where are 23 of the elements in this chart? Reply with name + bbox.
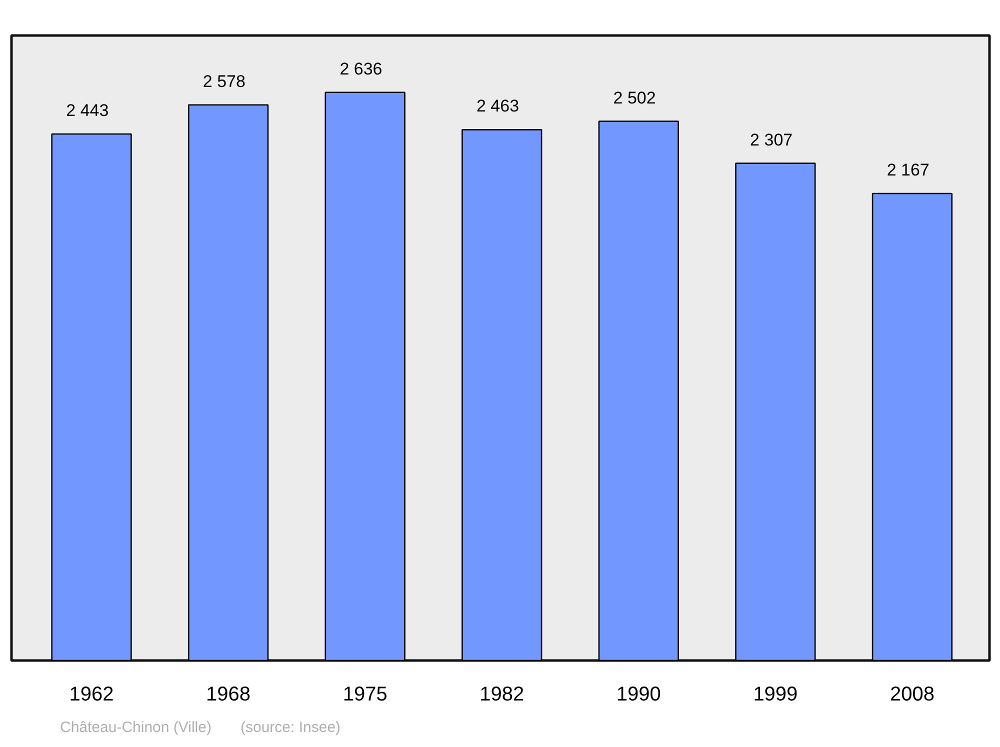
x-tick-label: 1975 [342,684,388,706]
x-tick-label: 1999 [753,684,798,706]
bar [188,104,269,660]
x-tick-label: 1990 [616,684,661,706]
x-tick-label: 1968 [206,684,251,706]
x-tick-label: 2008 [890,684,934,706]
data-label: 2 307 [750,130,793,150]
bar [462,129,542,660]
bar [324,92,406,660]
data-label: 2 167 [886,160,930,180]
data-label: 2 578 [202,72,246,91]
bar [735,162,816,660]
x-tick-label: 1962 [69,684,114,706]
data-label: 2 463 [476,96,520,116]
text: Château-Chinon (Ville) [60,718,212,738]
data-label: 2 502 [613,88,656,108]
bar [598,120,679,660]
bar [872,192,953,660]
data-label: 2 636 [340,59,382,78]
text: (source: Insee) [240,718,341,738]
data-label: 2 443 [66,100,109,120]
bar [51,133,132,660]
x-tick-label: 1982 [480,684,524,706]
